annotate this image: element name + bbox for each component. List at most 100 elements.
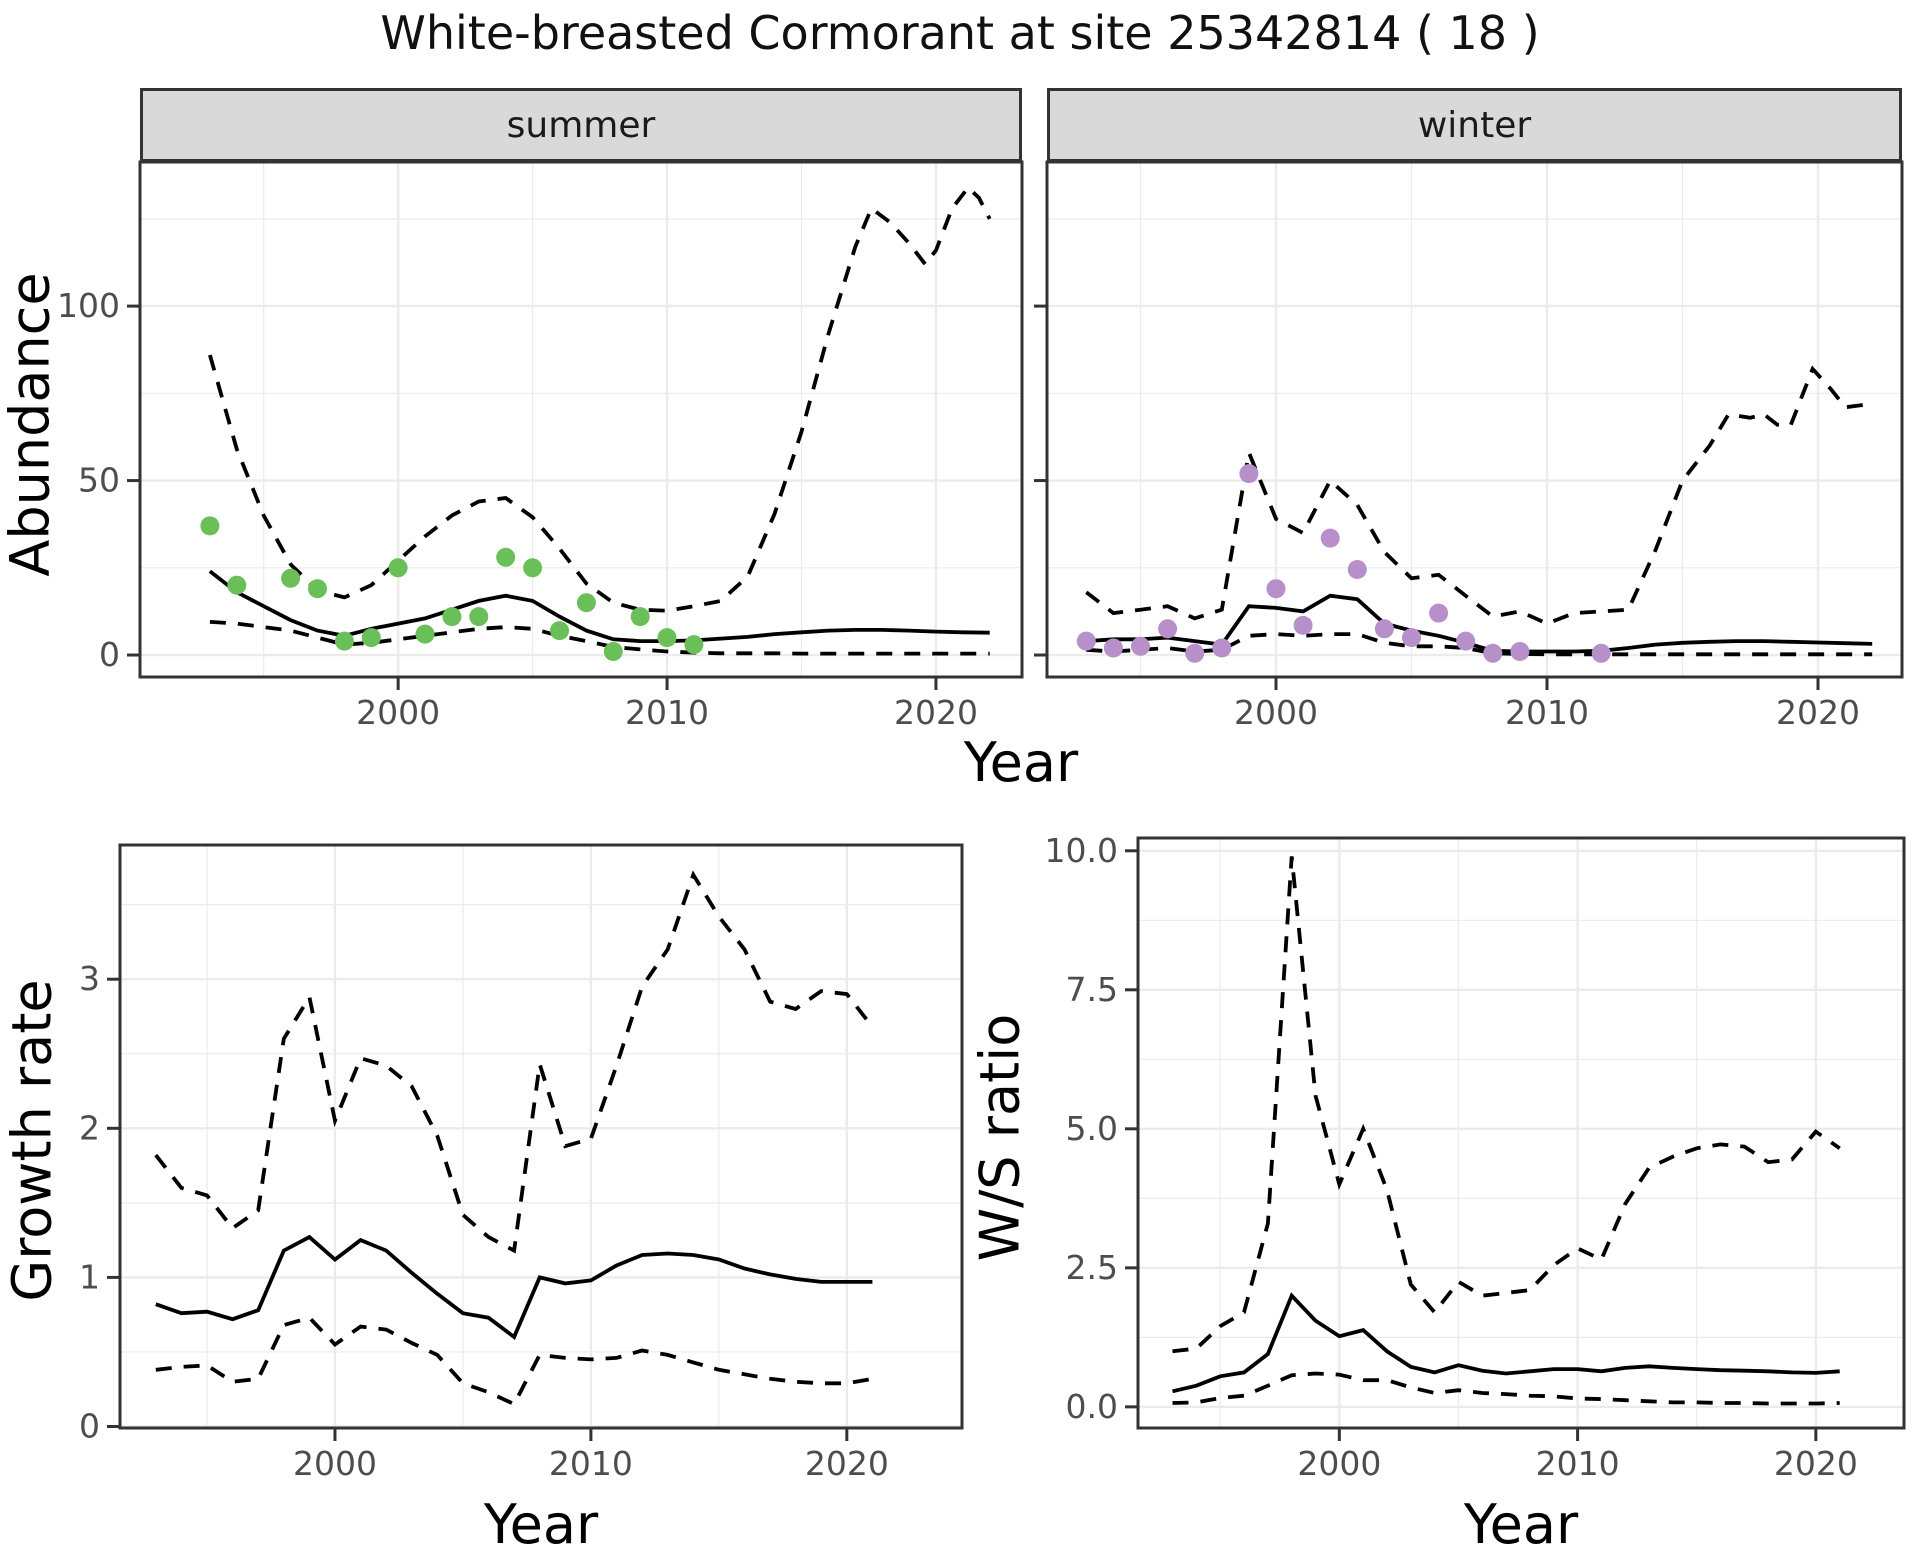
facet-strip-winter-label: winter [1417, 104, 1532, 146]
data-point [281, 568, 301, 588]
data-point [1266, 579, 1286, 599]
panel-grid [1047, 162, 1902, 677]
data-point [1347, 560, 1367, 579]
series-upper-ci [1172, 856, 1841, 1354]
y-tick-label: 100 [57, 286, 120, 325]
data-point [1212, 638, 1232, 658]
panel-border [118, 843, 964, 1430]
data-point [657, 628, 677, 648]
x-tick-label: 2020 [805, 1444, 889, 1483]
series-group [1172, 856, 1841, 1406]
series-model-fit [1172, 1292, 1840, 1394]
y-tick-label: 7.5 [1066, 970, 1118, 1009]
data-point [1103, 638, 1123, 658]
data-point [1131, 636, 1150, 656]
y-tick-label: 0 [99, 635, 120, 674]
data-point [469, 607, 489, 627]
facet-strip-summer: summer [140, 88, 1022, 162]
x-tick-label: 2000 [356, 693, 440, 732]
data-point [496, 547, 516, 567]
y-tick-label: 0.0 [1066, 1387, 1118, 1426]
facet-strip-summer-label: summer [506, 104, 656, 146]
data-point [1293, 615, 1313, 635]
x-tick-label: 2000 [293, 1444, 377, 1483]
series-lower-ci [1086, 632, 1873, 657]
data-point [1374, 619, 1394, 639]
panel-summer: 2000 2010 2020 0 50 100 [57, 160, 1024, 732]
x-tick-label: 2020 [1776, 693, 1860, 732]
data-point [603, 642, 623, 661]
y-tick-label: 3 [79, 959, 100, 998]
data-point [1158, 619, 1178, 639]
series-lower-ci [209, 620, 990, 656]
data-point [227, 575, 247, 595]
axis-ticks: 2000 2010 2020 0 50 100 [57, 286, 978, 732]
growth-rate-x-axis-title: Year [483, 1493, 599, 1556]
axis-ticks: 2000 2010 2020 0 1 2 3 [79, 959, 889, 1483]
data-point [361, 628, 381, 648]
data-point [1185, 643, 1205, 663]
axis-ticks: 2000 2010 2020 0.0 2.5 5.0 7.5 10.0 [1045, 831, 1858, 1483]
series-upper-ci [154, 870, 874, 1254]
panel-w-s-ratio: 2000 2010 2020 0.0 2.5 5.0 7.5 10.0 [1045, 831, 1906, 1483]
y-tick-label: 0 [79, 1407, 100, 1446]
data-point [1456, 631, 1476, 651]
data-point [1429, 603, 1449, 623]
ws-ratio-x-axis-title: Year [1463, 1493, 1579, 1556]
data-point [334, 631, 354, 651]
series-upper-ci [208, 184, 992, 613]
data-point [200, 516, 220, 536]
axis-ticks: 2000 2010 2020 [1034, 304, 1860, 732]
data-point [1239, 464, 1259, 484]
series-group [200, 184, 992, 661]
panel-border [138, 160, 1024, 679]
y-tick-label: 1 [79, 1257, 100, 1296]
y-tick-label: 5.0 [1066, 1109, 1118, 1148]
panel-winter: 2000 2010 2020 [1034, 160, 1904, 732]
series-lower-ci [1172, 1371, 1840, 1406]
x-tick-label: 2010 [549, 1444, 633, 1483]
series-group [1076, 365, 1873, 663]
data-point [1076, 631, 1096, 651]
series-observed-counts [1076, 464, 1611, 663]
y-tick-label: 2.5 [1066, 1248, 1118, 1287]
plot-title: White-breasted Cormorant at site 2534281… [380, 6, 1540, 60]
series-observed-counts [200, 516, 704, 661]
data-point [1483, 643, 1503, 663]
panel-growth-rate: 2000 2010 2020 0 1 2 3 [79, 843, 964, 1483]
x-tick-label: 2020 [894, 693, 978, 732]
facet-strip-winter: winter [1047, 88, 1902, 162]
data-point [684, 635, 704, 655]
data-point [550, 621, 569, 641]
x-tick-label: 2020 [1774, 1444, 1858, 1483]
data-point [1402, 628, 1421, 648]
data-point [1510, 642, 1530, 661]
y-tick-label: 10.0 [1045, 831, 1118, 870]
top-x-axis-title: Year [963, 731, 1079, 794]
data-point [630, 607, 650, 627]
x-tick-label: 2000 [1234, 693, 1318, 732]
data-point [308, 579, 327, 599]
x-tick-label: 2000 [1297, 1444, 1381, 1483]
data-point [388, 558, 408, 578]
data-point [576, 593, 596, 613]
panel-border [1045, 160, 1904, 679]
panel-grid [1138, 838, 1904, 1428]
panel-border [1136, 836, 1906, 1430]
series-model-fit [155, 1234, 873, 1340]
data-point [442, 607, 462, 627]
y-tick-label: 50 [78, 461, 120, 500]
x-tick-label: 2010 [625, 693, 709, 732]
data-point [1320, 528, 1340, 548]
series-group [154, 870, 874, 1407]
y-tick-label: 2 [79, 1108, 100, 1147]
data-point [523, 558, 543, 578]
data-point [1591, 643, 1611, 663]
series-upper-ci [1085, 365, 1873, 626]
x-tick-label: 2010 [1505, 693, 1589, 732]
series-lower-ci [155, 1315, 873, 1407]
data-point [415, 624, 435, 644]
x-tick-label: 2010 [1536, 1444, 1620, 1483]
